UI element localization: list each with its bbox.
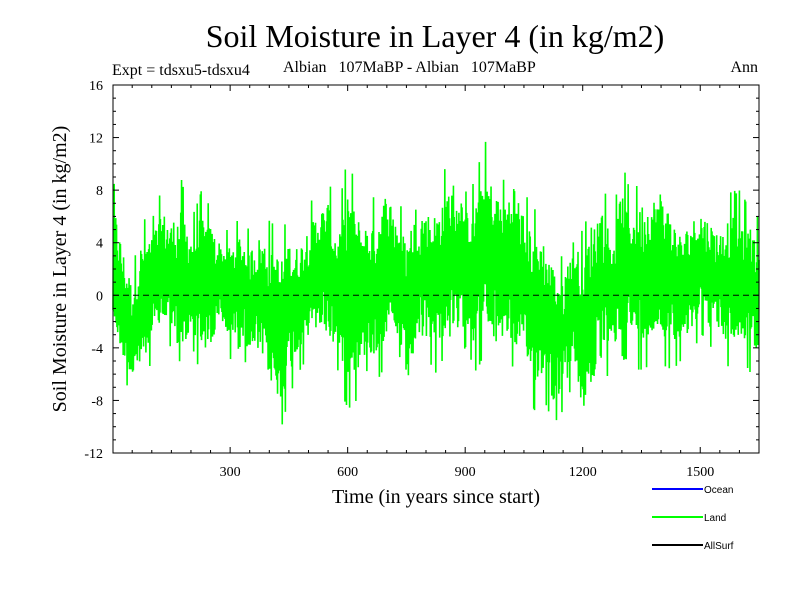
chart-subtitle-left: Expt = tdsxu5-tdsxu4 — [112, 62, 250, 79]
y-tick-label: 4 — [96, 237, 103, 252]
y-tick-label: -4 — [91, 342, 103, 357]
series-line-land — [112, 141, 760, 425]
plot-area — [112, 141, 760, 425]
x-tick-label: 900 — [455, 465, 476, 480]
y-tick-label: -8 — [91, 394, 103, 409]
x-tick-label: 600 — [337, 465, 358, 480]
y-tick-label: 0 — [96, 289, 103, 304]
chart-title: Soil Moisture in Layer 4 (in kg/m2) — [206, 18, 665, 54]
y-tick-label: -12 — [84, 447, 103, 462]
y-tick-label: 16 — [89, 79, 103, 94]
x-tick-label: 300 — [220, 465, 241, 480]
chart-subtitle-right: Ann — [730, 59, 758, 76]
chart-subtitle-mid: Albian 107MaBP - Albian 107MaBP — [283, 59, 536, 76]
x-tick-label: 1200 — [569, 465, 597, 480]
legend-label-ocean: Ocean — [704, 485, 733, 496]
x-tick-label: 1500 — [686, 465, 714, 480]
legend-label-allsurf: AllSurf — [704, 541, 734, 552]
x-axis-label: Time (in years since start) — [332, 486, 540, 508]
legend-label-land: Land — [704, 513, 726, 524]
y-tick-label: 12 — [89, 132, 103, 147]
legend: Ocean Land AllSurf — [652, 485, 734, 552]
y-tick-label: 8 — [96, 184, 103, 199]
y-axis-label: Soil Moisture in Layer 4 (in kg/m2) — [49, 126, 71, 413]
axes: -12 -8 -4 0 4 8 12 16 300 600 900 1200 1500 — [84, 79, 759, 480]
